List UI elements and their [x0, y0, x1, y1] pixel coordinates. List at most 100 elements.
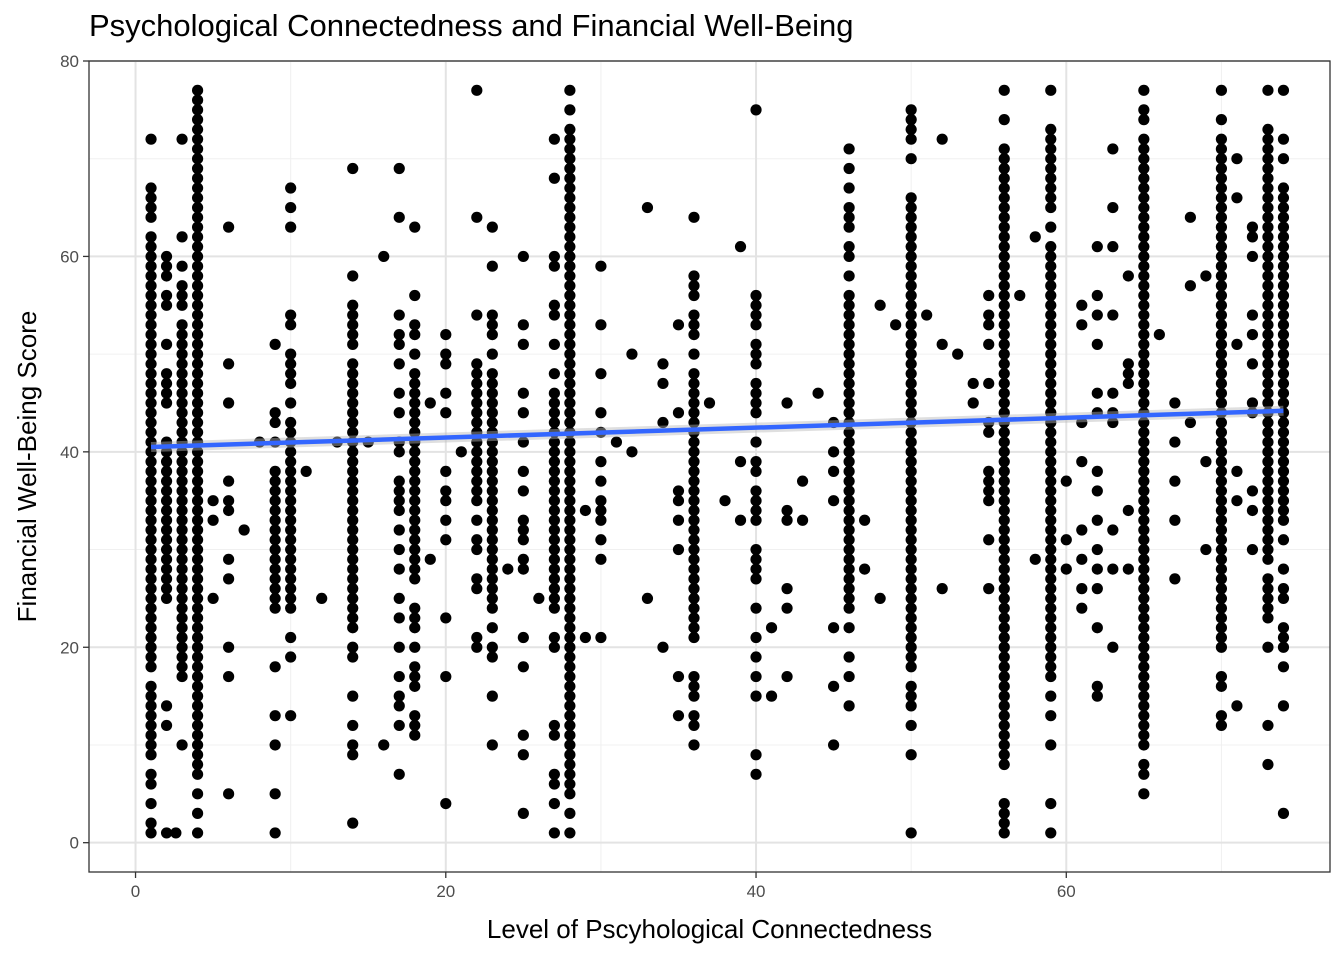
scatter-point: [347, 309, 359, 321]
scatter-point: [1262, 377, 1274, 390]
scatter-point: [471, 436, 483, 448]
scatter-point: [347, 563, 359, 575]
scatter-point: [1045, 201, 1057, 214]
scatter-point: [347, 622, 359, 634]
scatter-point: [160, 827, 173, 839]
scatter-point: [1138, 270, 1150, 282]
scatter-point: [564, 153, 576, 165]
scatter-point: [145, 280, 157, 292]
scatter-point: [998, 485, 1010, 497]
scatter-point: [191, 622, 204, 634]
scatter-point: [548, 729, 560, 741]
scatter-point: [1262, 289, 1274, 302]
scatter-point: [269, 465, 281, 477]
scatter-point: [1215, 143, 1228, 155]
scatter-point: [347, 475, 359, 487]
scatter-point: [191, 495, 204, 507]
scatter-point: [440, 514, 452, 526]
scatter-point: [1215, 446, 1228, 458]
scatter-point: [1045, 289, 1057, 302]
scatter-point: [998, 563, 1010, 575]
scatter-point: [564, 622, 576, 634]
scatter-point: [440, 328, 452, 341]
scatter-point: [393, 543, 405, 556]
scatter-point: [843, 358, 855, 370]
scatter-point: [1045, 622, 1057, 634]
scatter-point: [1215, 289, 1228, 302]
scatter-point: [471, 514, 483, 526]
scatter-point: [1215, 387, 1228, 399]
scatter-point: [672, 495, 685, 507]
scatter-point: [191, 583, 204, 595]
scatter-point: [998, 436, 1010, 448]
scatter-point: [191, 328, 204, 341]
scatter-point: [145, 368, 157, 380]
scatter-point: [409, 534, 421, 546]
scatter-point: [1215, 514, 1228, 526]
scatter-point: [983, 534, 995, 546]
scatter-point: [347, 592, 359, 605]
scatter-point: [191, 201, 204, 214]
scatter-point: [1262, 241, 1274, 253]
scatter-point: [1215, 114, 1228, 126]
scatter-point: [548, 436, 560, 448]
scatter-point: [1277, 436, 1290, 448]
scatter-point: [564, 143, 576, 155]
scatter-point: [145, 289, 157, 302]
plot-panel-border: [88, 60, 1331, 873]
scatter-point: [517, 661, 529, 673]
scatter-point: [471, 397, 483, 409]
scatter-point: [1138, 465, 1150, 477]
scatter-point: [1215, 631, 1228, 644]
scatter-point: [1138, 592, 1150, 605]
scatter-point: [1246, 504, 1259, 517]
scatter-point: [843, 553, 855, 565]
scatter-point: [719, 495, 731, 507]
scatter-point: [1277, 387, 1290, 399]
scatter-point: [998, 739, 1010, 751]
scatter-point: [191, 768, 204, 780]
scatter-point: [409, 543, 421, 556]
scatter-point: [486, 485, 498, 497]
scatter-point: [285, 543, 297, 556]
scatter-point: [517, 485, 529, 497]
scatter-point: [160, 592, 173, 605]
scatter-point: [378, 250, 390, 263]
scatter-point: [517, 465, 529, 477]
scatter-point: [905, 495, 917, 507]
scatter-point: [1215, 416, 1228, 429]
scatter-point: [160, 250, 173, 263]
scatter-point: [983, 426, 995, 438]
scatter-point: [191, 514, 204, 526]
scatter-point: [843, 485, 855, 497]
scatter-point: [843, 583, 855, 595]
x-tick-label: 0: [131, 882, 140, 901]
scatter-point: [145, 192, 157, 204]
scatter-point: [1277, 397, 1290, 409]
scatter-point: [1045, 612, 1057, 624]
scatter-point: [409, 221, 421, 233]
scatter-point: [191, 807, 204, 819]
scatter-point: [1122, 504, 1134, 517]
scatter-point: [1107, 641, 1119, 653]
scatter-point: [486, 495, 498, 507]
scatter-point: [564, 192, 576, 204]
scatter-point: [564, 241, 576, 253]
scatter-point: [1215, 192, 1228, 204]
scatter-point: [952, 348, 964, 360]
scatter-point: [285, 201, 297, 214]
scatter-point: [160, 485, 173, 497]
scatter-point: [1184, 280, 1196, 292]
scatter-point: [1215, 465, 1228, 477]
scatter-point: [750, 456, 762, 468]
scatter-point: [145, 631, 157, 644]
scatter-point: [548, 495, 560, 507]
scatter-point: [1262, 641, 1274, 653]
scatter-point: [160, 700, 173, 712]
scatter-point: [1262, 338, 1274, 350]
scatter-point: [191, 426, 204, 438]
scatter-point: [191, 631, 204, 644]
scatter-point: [548, 446, 560, 458]
scatter-point: [998, 407, 1010, 419]
scatter-point: [564, 270, 576, 282]
